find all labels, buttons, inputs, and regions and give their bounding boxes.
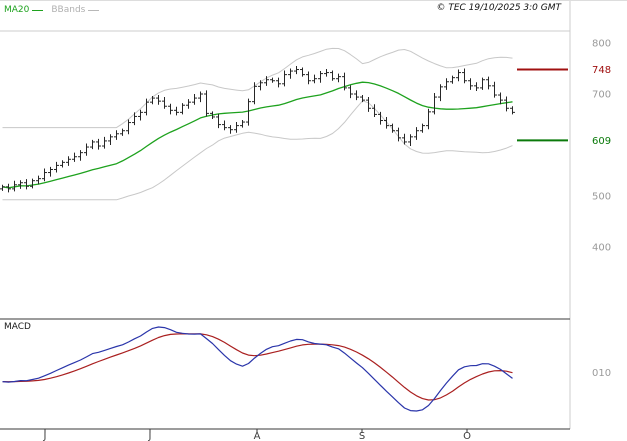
price-axis-label: 400 — [592, 243, 611, 254]
macd-panel-label: MACD — [4, 322, 31, 332]
chart-legend: MA20 BBands — [4, 4, 107, 16]
month-label: O — [463, 431, 471, 441]
month-label: A — [254, 431, 261, 441]
ma20-line-swatch — [32, 9, 44, 11]
macd-signal-line — [2, 333, 513, 401]
bband-upper-line — [2, 47, 513, 129]
bbands-line-swatch — [88, 9, 100, 11]
copyright-text: © TEC 19/10/2025 3:0 GMT — [436, 3, 561, 13]
month-label: J — [148, 431, 152, 441]
month-label: J — [43, 431, 47, 441]
price-axis-label: 500 — [592, 192, 611, 203]
ma20-line — [2, 81, 513, 189]
ohlc-bars — [0, 65, 515, 193]
month-label: S — [359, 431, 365, 441]
legend-ma20-label: MA20 — [4, 5, 30, 15]
price-axis-label: 800 — [592, 39, 611, 50]
resistance-label: 748 — [592, 65, 611, 76]
macd-line — [2, 326, 513, 412]
legend-bbands-label: BBands — [51, 5, 86, 15]
macd-axis-label: 010 — [592, 368, 611, 379]
price-axis-label: 700 — [592, 90, 611, 101]
support-label: 609 — [592, 136, 611, 147]
bband-lower-line — [2, 100, 513, 201]
